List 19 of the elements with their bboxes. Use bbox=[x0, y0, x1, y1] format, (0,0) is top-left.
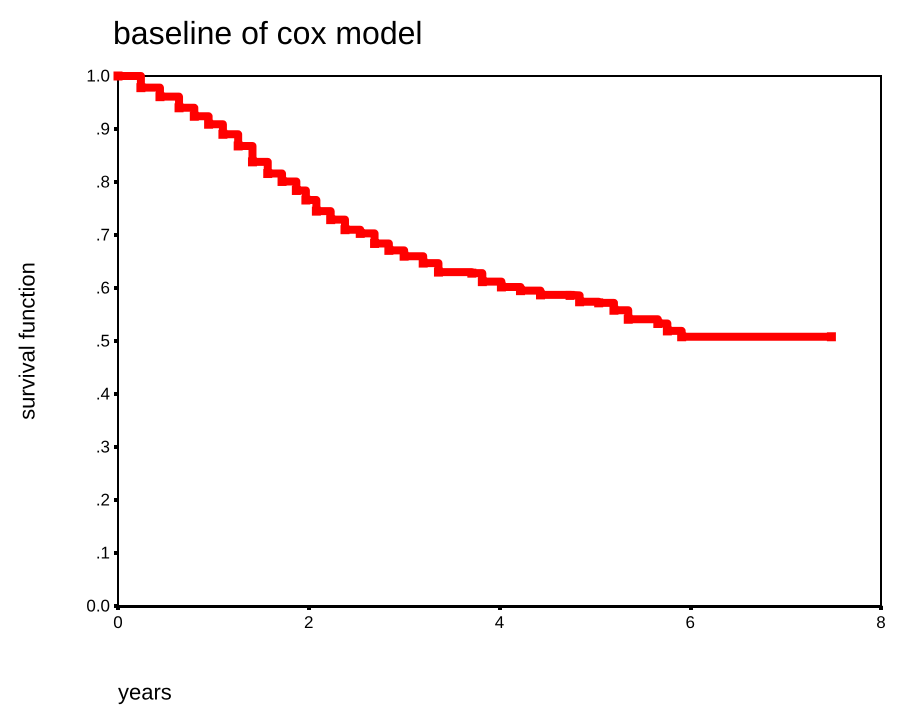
y-tick-label: .9 bbox=[96, 120, 110, 138]
y-tick-label: .1 bbox=[96, 544, 110, 562]
chart-title: baseline of cox model bbox=[113, 15, 423, 51]
y-axis-title: survival function bbox=[14, 262, 40, 420]
x-tick-label: 2 bbox=[304, 613, 314, 632]
x-tick-label: 0 bbox=[113, 613, 123, 632]
y-tick-label: .3 bbox=[96, 438, 110, 456]
x-tick-label: 6 bbox=[686, 613, 695, 632]
y-tick-label: .7 bbox=[96, 226, 110, 244]
x-tick-label: 8 bbox=[876, 613, 886, 632]
x-axis-title: years bbox=[118, 680, 172, 704]
x-tick-label: 4 bbox=[494, 613, 504, 632]
y-tick-label: .4 bbox=[96, 384, 110, 404]
y-tick-label: .6 bbox=[96, 278, 110, 298]
y-tick-label: .5 bbox=[96, 332, 110, 350]
y-tick-label: 0.0 bbox=[86, 596, 110, 616]
y-tick-label: .2 bbox=[96, 490, 110, 510]
y-tick-label: .8 bbox=[96, 172, 110, 192]
y-tick-label: 1.0 bbox=[86, 66, 110, 86]
